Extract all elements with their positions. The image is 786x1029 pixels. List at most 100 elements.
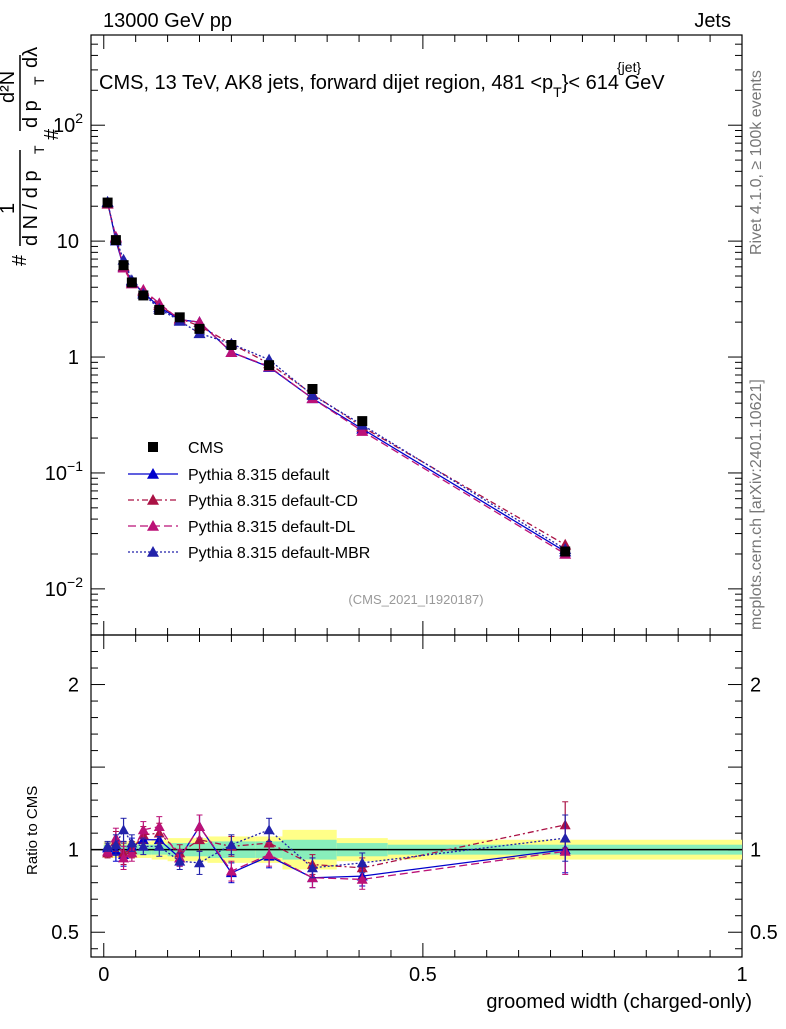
x-axis-label: groomed width (charged-only) [486,991,752,1013]
legend-item-0: CMS [148,440,224,457]
ylabel-T2: T [31,76,47,85]
ratio-point [126,837,138,848]
legend-item-3: Pythia 8.315 default-DL [128,519,355,536]
ratio-point [153,840,165,851]
legend-item-2: Pythia 8.315 default-CD [128,493,358,510]
ratio-tick-label: 1 [68,840,79,862]
y-tick-label: 1 [68,347,79,369]
main-series-layer [101,195,572,559]
y-tick-exp: −2 [67,574,83,590]
ylabel-dlambda: dλ [20,47,42,68]
y-tick-base: 10 [45,463,67,485]
ratio-point [263,849,275,860]
y-tick-label: 102 [53,110,83,137]
ratio-point [559,832,571,843]
data-point [110,235,121,246]
ratio-point [194,857,205,868]
title-sup: {jet} [617,59,641,75]
legend-item-4: Pythia 8.315 default-MBR [128,545,370,562]
legend-marker [147,494,159,505]
series-0 [102,197,571,557]
data-point [560,546,571,557]
ylabel-dN: d N / d p [20,170,42,246]
y-tick-label: 10−1 [45,458,83,485]
ratio-tick-label: 0.5 [51,922,79,944]
data-point [264,360,275,371]
x-tick-label: 0.5 [409,964,437,986]
ratio-tick-label-right: 0.5 [750,922,778,944]
legend-marker [147,546,159,557]
ratio-point [225,839,237,850]
ratio-point [137,824,149,835]
legend-label: Pythia 8.315 default-DL [188,519,355,536]
ratio-point [194,821,205,831]
data-point [102,197,113,208]
header-right: Jets [694,10,731,32]
data-point [226,340,237,351]
y-tick-base: 10 [53,115,75,137]
side-text-mcplots: mcplots.cern.ch [arXiv:2401.10621] [748,379,765,630]
data-point [138,290,149,301]
ratio-y-label: Ratio to CMS [24,786,41,875]
data-point [356,425,369,436]
legend-marker [148,442,158,452]
ratio-point [306,862,318,873]
legend-label: Pythia 8.315 default-MBR [188,545,370,562]
header-left: 13000 GeV pp [103,10,232,32]
ratio-series-layer [102,801,571,890]
data-point [306,389,319,400]
ratio-point [263,837,275,848]
ratio-point [110,839,122,850]
analysis-label: (CMS_2021_I1920187) [348,592,483,607]
title-main-text: CMS, 13 TeV, AK8 jets, forward dijet reg… [99,72,553,94]
ratio-point [137,840,149,851]
ratio-point [225,865,237,876]
x-tick-label: 1 [736,964,747,986]
ylabel-d2N: d²N [0,71,19,103]
title-tail: }< 614 GeV [562,72,666,94]
ylabel-T: T [31,145,47,154]
ylabel-hash2: # [41,128,63,140]
data-point [126,277,137,288]
ylabel-hash1: # [9,254,31,266]
ratio-panel-frame [90,634,743,958]
y-tick-label: 10−2 [45,574,83,601]
legend-label: Pythia 8.315 default-CD [188,493,358,510]
ratio-point [356,873,368,884]
side-text-rivet: Rivet 4.1.0, ≥ 100k events [748,70,765,255]
ratio-point [194,834,205,845]
ratio-tick-label-right: 2 [750,675,761,697]
y-tick-base: 1 [68,347,79,369]
legend-marker [147,468,159,479]
ratio-point [263,824,275,835]
ratio-point [174,855,186,866]
ylabel-one: 1 [0,203,19,214]
data-point [194,323,205,334]
data-point [357,416,368,427]
ratio-point [118,852,130,863]
y-tick-base: 10 [45,579,67,601]
legend: CMS Pythia 8.315 default Pythia 8.315 defa… [128,440,370,562]
x-tick-label: 0 [98,964,109,986]
ratio-tick-label: 2 [68,675,79,697]
y-tick-exp: 2 [75,110,83,126]
data-point [225,346,238,358]
ratio-tick-label-right: 1 [750,840,761,862]
ylabel-dpT: d p [20,100,42,128]
ratio-point [153,821,165,831]
ratio-point [126,847,138,858]
legend-item-1: Pythia 8.315 default [128,467,330,484]
ratio-point [102,840,114,851]
chart-title: CMS, 13 TeV, AK8 jets, forward dijet reg… [99,59,665,100]
y-tick-label: 10 [57,231,79,253]
y-tick-exp: −1 [67,458,83,474]
legend-label: Pythia 8.315 default [188,467,330,484]
data-point [154,304,165,315]
data-point [174,312,185,323]
ratio-axis-ticks: 0.5 0.51 12 20 0.5 1 [51,635,778,986]
ratio-point [118,824,130,835]
title-sub: T [553,84,562,100]
title-main: CMS, 13 TeV, AK8 jets, forward dijet reg… [99,72,665,100]
